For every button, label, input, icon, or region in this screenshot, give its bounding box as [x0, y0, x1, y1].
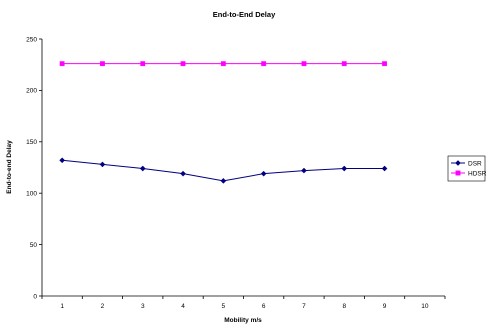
data-point-hdsr: [180, 61, 186, 67]
data-point-dsr: [59, 157, 66, 164]
y-tick-label: 200: [26, 88, 37, 95]
x-tick-label: 6: [262, 303, 266, 310]
data-point-dsr: [99, 161, 106, 168]
y-tick-label: 100: [26, 191, 37, 198]
y-axis-title: End-to-end Delay: [6, 140, 13, 194]
x-tick-label: 2: [101, 303, 105, 310]
x-tick-label: 7: [302, 303, 306, 310]
y-tick-label: 0: [33, 293, 37, 300]
series-hdsr: [59, 61, 387, 67]
data-point-dsr: [301, 167, 307, 174]
x-axis-title: Mobility m/s: [224, 317, 262, 324]
x-tick-label: 1: [60, 303, 64, 310]
x-tick-label: 4: [181, 303, 185, 310]
x-tick-label: 3: [141, 303, 145, 310]
legend-marker-dsr: [455, 160, 461, 166]
data-point-hdsr: [382, 61, 387, 67]
y-tick-label: 50: [30, 242, 38, 249]
chart-title: End-to-End Delay: [213, 10, 276, 19]
data-point-hdsr: [100, 61, 105, 67]
y-tick-label: 150: [26, 139, 37, 146]
series-layer: [59, 61, 388, 184]
legend: DSR HDSR: [447, 155, 487, 182]
data-point-hdsr: [59, 61, 65, 67]
legend-label-dsr: DSR: [468, 160, 482, 167]
y-tick-label: 250: [26, 36, 37, 43]
x-tick-label: 9: [383, 303, 387, 310]
data-point-dsr: [180, 170, 186, 177]
series-dsr: [59, 157, 388, 184]
x-tick-label: 10: [421, 303, 429, 310]
data-point-hdsr: [220, 61, 226, 67]
legend-label-hdsr: HDSR: [468, 170, 487, 177]
data-point-dsr: [381, 165, 388, 172]
data-point-hdsr: [140, 61, 146, 67]
data-point-hdsr: [301, 61, 307, 67]
data-point-dsr: [139, 165, 146, 172]
x-ticks: 1 2 3 4 5 6 7 8 9 10: [41, 296, 446, 310]
series-line-dsr: [62, 159, 385, 182]
data-point-hdsr: [341, 61, 347, 67]
x-tick-label: 5: [222, 303, 226, 310]
data-point-hdsr: [261, 61, 267, 67]
legend-box: [447, 155, 486, 182]
legend-marker-hdsr: [455, 170, 461, 176]
data-point-dsr: [220, 177, 227, 184]
y-ticks: 0 50 100 150 200 250: [26, 36, 42, 300]
plot-area: 0 50 100 150 200 250 1 2 3 4 5 6 7 8 9 10: [26, 36, 446, 310]
data-point-dsr: [341, 165, 348, 172]
x-tick-label: 8: [342, 303, 346, 310]
data-point-dsr: [260, 170, 267, 177]
